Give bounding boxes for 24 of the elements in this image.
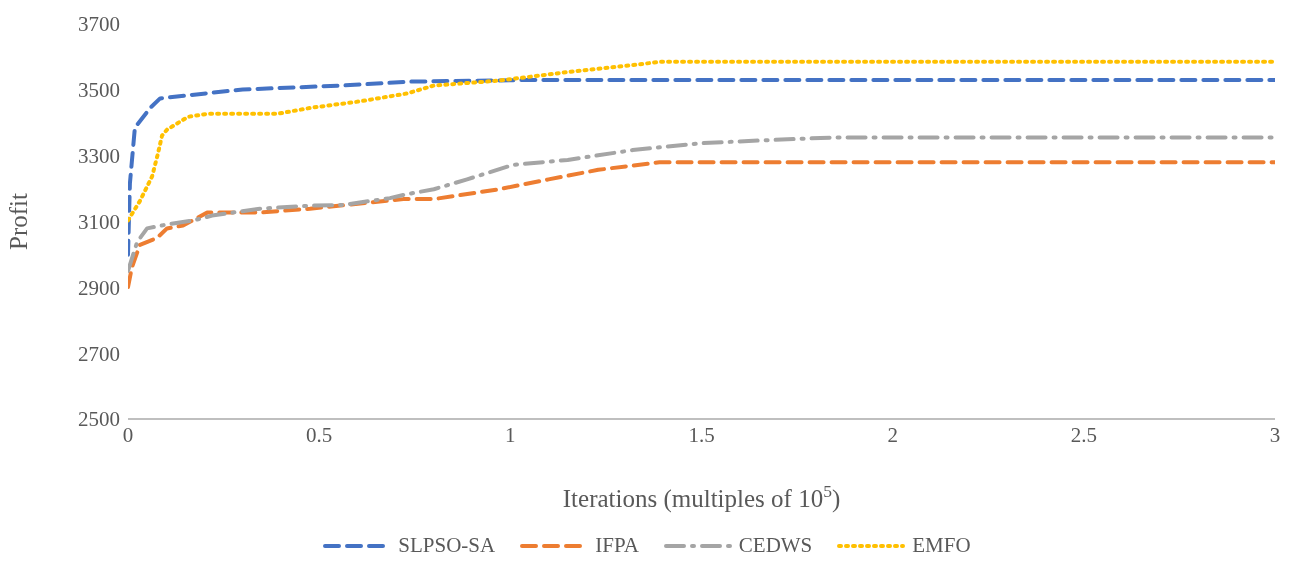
line-series — [128, 135, 1275, 273]
x-tick-label: 2 — [887, 422, 898, 447]
line-series — [128, 77, 1275, 257]
y-tick-label: 3100 — [78, 209, 120, 234]
y-tick-label: 3700 — [78, 12, 120, 37]
x-tick-label: 2.5 — [1070, 422, 1097, 447]
y-tick-label: 2900 — [78, 275, 120, 300]
x-tick-label: 0 — [122, 422, 134, 447]
y-tick-label: 3300 — [78, 144, 120, 169]
legend-label: IFPA — [595, 533, 639, 558]
legend-label: SLPSO-SA — [398, 533, 496, 558]
y-tick-label: 2500 — [78, 407, 120, 432]
x-tick-label: 0.5 — [306, 422, 333, 447]
line-series — [128, 160, 1275, 289]
x-tick-label: 1 — [505, 422, 516, 447]
x-tick-label: 3 — [1269, 422, 1281, 447]
legend-label: CEDWS — [738, 533, 813, 558]
y-tick-label: 2700 — [78, 341, 120, 366]
x-tick-label: 1.5 — [688, 422, 715, 447]
y-axis-title: Profit — [4, 192, 32, 250]
line-series — [128, 59, 1275, 223]
legend-label: EMFO — [912, 533, 971, 558]
x-axis-title: Iterations (multiples of 10$^{5}$) — [562, 481, 841, 513]
y-tick-label: 3500 — [78, 78, 120, 103]
